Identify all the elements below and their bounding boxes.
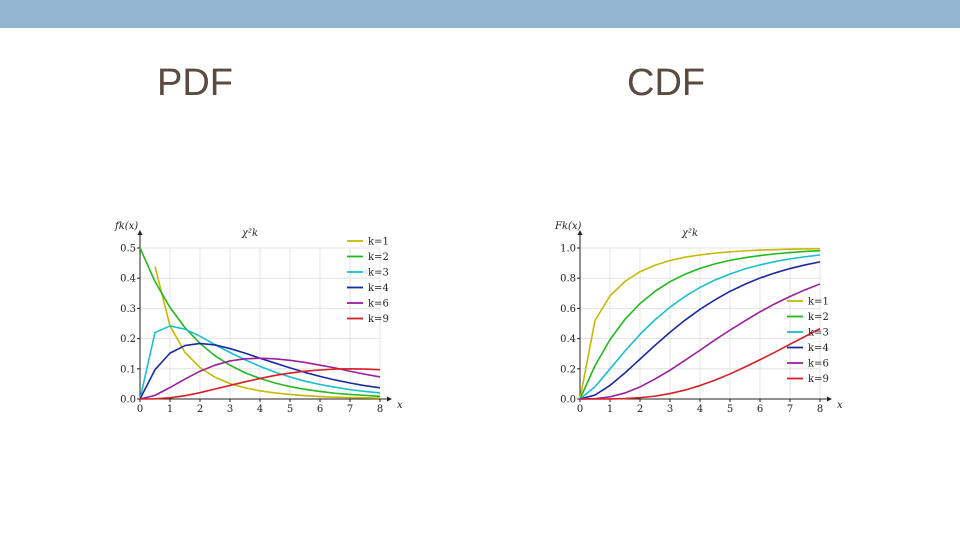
- pdf-legend-label-3: k=4: [368, 283, 389, 294]
- pdf-xtick-label: 8: [377, 404, 383, 415]
- pdf-x-axis-label: x: [397, 400, 403, 411]
- cdf-xtick-label: 2: [637, 404, 643, 415]
- cdf-ytick-label: 1.0: [560, 244, 576, 255]
- pdf-series-line-2: [139, 325, 381, 400]
- pdf-legend-label-1: k=2: [368, 252, 389, 263]
- pdf-ytick-label: 0.4: [120, 274, 136, 285]
- cdf-xtick-label: 5: [727, 404, 733, 415]
- cdf-xtick-label: 4: [697, 404, 703, 415]
- pdf-xtick-label: 2: [197, 404, 203, 415]
- cdf-legend-label-4: k=6: [808, 359, 829, 370]
- pdf-xtick-label: 1: [167, 404, 173, 415]
- cdf-ytick-label: 0.0: [560, 395, 576, 406]
- pdf-ytick-label: 0.2: [120, 334, 136, 345]
- cdf-legend-label-1: k=2: [808, 312, 829, 323]
- cdf-xtick-label: 3: [667, 404, 673, 415]
- pdf-xtick-label: 3: [227, 404, 233, 415]
- pdf-xtick-label: 6: [317, 404, 323, 415]
- cdf-legend-label-5: k=9: [808, 374, 829, 385]
- cdf-series-line-1: [579, 249, 821, 400]
- cdf-series-line-0: [579, 247, 821, 400]
- cdf-series-line-5: [579, 327, 821, 400]
- cdf-legend-label-3: k=4: [808, 343, 829, 354]
- cdf-legend-label-0: k=1: [808, 297, 829, 308]
- top-accent-bar: [0, 0, 960, 28]
- pdf-legend-label-0: k=1: [368, 237, 389, 248]
- cdf-xtick-label: 7: [787, 404, 793, 415]
- cdf-series-line-4: [579, 283, 821, 400]
- cdf-chart-title: χ²k: [681, 228, 698, 239]
- pdf-heading: PDF: [157, 62, 233, 104]
- pdf-legend-label-4: k=6: [368, 299, 389, 310]
- pdf-xtick-label: 5: [287, 404, 293, 415]
- cdf-xtick-label: 6: [757, 404, 763, 415]
- cdf-ytick-label: 0.8: [560, 274, 576, 285]
- pdf-ytick-label: 0.5: [120, 244, 136, 255]
- cdf-legend-label-2: k=3: [808, 328, 829, 339]
- cdf-y-arrow: [577, 230, 583, 235]
- cdf-heading: CDF: [627, 62, 706, 104]
- pdf-ytick-label: 0.1: [120, 364, 136, 375]
- pdf-ytick-label: 0.3: [120, 304, 136, 315]
- pdf-chart: 0 1 2 3 4 5 6 7 8 0.0 0.1 0.2 0.3 0.4 0.5 fk(x) x χ²k k=1 k…: [114, 221, 403, 415]
- pdf-y-arrow: [137, 230, 143, 235]
- pdf-xtick-label: 0: [137, 404, 143, 415]
- cdf-chart: 0 1 2 3 4 5 6 7 8 0.0 0.2 0.4 0.6 0.8 1.0 Fk(x) x χ²k k=1 k…: [554, 221, 843, 415]
- cdf-xtick-label: 0: [577, 404, 583, 415]
- pdf-legend-label-2: k=3: [368, 268, 389, 279]
- cdf-xtick-label: 8: [817, 404, 823, 415]
- pdf-ytick-label: 0.0: [120, 395, 136, 406]
- cdf-ytick-label: 0.6: [560, 304, 576, 315]
- pdf-series-line-5: [139, 368, 381, 400]
- pdf-x-arrow: [387, 396, 392, 402]
- pdf-xtick-label: 4: [257, 404, 263, 415]
- cdf-series-line-3: [579, 261, 821, 400]
- cdf-ytick-label: 0.4: [560, 334, 576, 345]
- pdf-legend-label-5: k=9: [368, 314, 389, 325]
- cdf-y-axis-label: Fk(x): [554, 221, 582, 232]
- cdf-ytick-label: 0.2: [560, 364, 576, 375]
- cdf-x-arrow: [827, 396, 832, 402]
- pdf-y-axis-label: fk(x): [114, 221, 138, 232]
- pdf-chart-title: χ²k: [241, 228, 258, 239]
- pdf-xtick-label: 7: [347, 404, 353, 415]
- cdf-series-line-2: [579, 254, 821, 400]
- cdf-x-axis-label: x: [837, 400, 843, 411]
- pdf-series-line-0: [154, 266, 381, 399]
- cdf-xtick-label: 1: [607, 404, 613, 415]
